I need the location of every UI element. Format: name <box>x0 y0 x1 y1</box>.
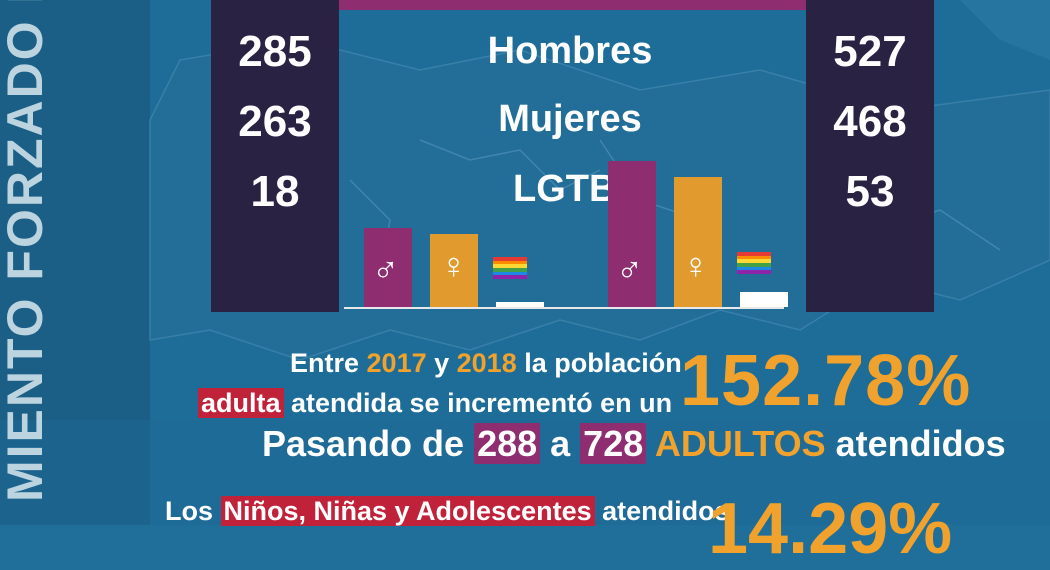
stat1-line1: Entre 2017 y 2018 la población <box>290 348 682 378</box>
number-728-highlight: 728 <box>580 423 647 464</box>
right-column <box>806 0 934 312</box>
nna-highlight: Niños, Niñas y Adolescentes <box>220 496 595 526</box>
stat1-line2: adulta atendida se incrementó en un <box>198 388 672 419</box>
bar-hombres-series1 <box>364 228 412 307</box>
number-288-highlight: 288 <box>474 423 541 464</box>
stat2-line1: Los Niños, Niñas y Adolescentes atendido… <box>165 496 730 526</box>
left-value-mujeres: 263 <box>238 97 312 146</box>
female-icon: ♀ <box>440 245 467 286</box>
left-column <box>211 0 339 312</box>
left-value-lgtbi: 18 <box>250 167 300 216</box>
rainbow-flag-icon <box>737 252 771 274</box>
adulta-highlight: adulta <box>198 388 284 418</box>
left-value-hombres: 285 <box>238 27 312 76</box>
right-value-mujeres: 468 <box>833 97 907 146</box>
bar-lgtbi-series1 <box>496 302 544 307</box>
male-icon: ♂ <box>372 249 399 290</box>
female-icon: ♀ <box>682 245 709 286</box>
bar-lgtbi-series2 <box>740 292 788 307</box>
bar-mujeres-series2 <box>674 177 722 307</box>
stat2-percent: 14.29% <box>708 489 953 569</box>
category-label-hombres: Hombres <box>487 30 653 72</box>
bar-mujeres-series1 <box>430 234 478 307</box>
category-label-lgtbi: LGTBI <box>513 168 627 210</box>
stat1-percent: 152.78% <box>680 341 972 421</box>
category-label-mujeres: Mujeres <box>498 98 642 140</box>
vertical-title: MIENTO FORZADO PO <box>0 0 53 502</box>
bar-hombres-series2 <box>608 161 656 307</box>
rainbow-flag-icon <box>493 257 527 279</box>
stat1-line3: Pasando de 288 a 728 ADULTOS atendidos <box>262 423 1006 464</box>
male-icon: ♂ <box>616 249 643 290</box>
right-value-hombres: 527 <box>833 27 907 76</box>
chart-baseline <box>344 307 784 309</box>
header-bar <box>224 0 916 10</box>
right-value-lgtbi: 53 <box>845 167 895 216</box>
